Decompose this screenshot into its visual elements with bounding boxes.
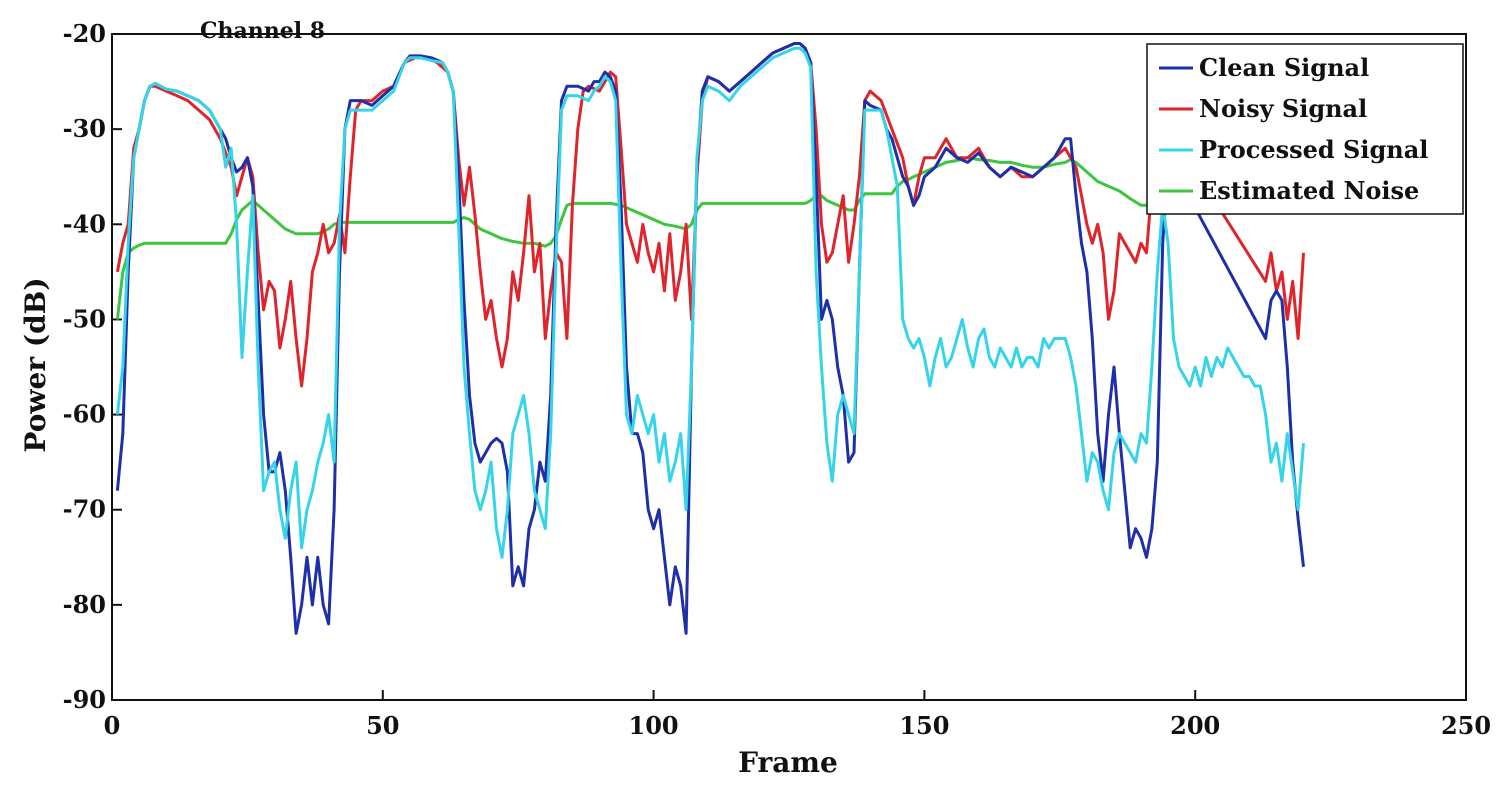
y-axis-title: Power (dB) <box>19 277 52 452</box>
legend-label: Noisy Signal <box>1199 94 1367 123</box>
x-tick-label: 50 <box>366 711 399 740</box>
y-tick-label: -20 <box>63 19 106 48</box>
legend-label: Clean Signal <box>1199 53 1369 82</box>
x-axis: 0 50 100 150 200 250 <box>104 690 1491 740</box>
y-tick-label: -60 <box>63 400 106 429</box>
x-tick-label: 250 <box>1441 711 1491 740</box>
y-axis: -90 -80 -70 -60 -50 -40 -30 -20 <box>63 19 122 714</box>
plot-area <box>111 33 1467 701</box>
y-tick-label: -70 <box>63 495 106 524</box>
y-tick-label: -30 <box>63 114 106 143</box>
series-layer <box>115 42 1305 635</box>
legend-label: Estimated Noise <box>1199 176 1419 205</box>
series-line-noisy-signal <box>115 42 1305 388</box>
x-tick-label: 200 <box>1170 711 1220 740</box>
legend-box <box>1146 43 1464 215</box>
y-tick-label: -80 <box>63 590 106 619</box>
x-tick-label: 0 <box>104 711 121 740</box>
series-line-clean-signal <box>115 42 1305 635</box>
legend-label: Processed Signal <box>1199 135 1428 164</box>
y-tick-label: -50 <box>63 304 106 333</box>
y-tick-label: -40 <box>63 209 106 238</box>
plot-border <box>111 33 1467 701</box>
legend: Clean Signal Noisy Signal Processed Signal… <box>1146 43 1464 215</box>
y-tick-label: -90 <box>63 685 106 714</box>
x-tick-label: 150 <box>899 711 949 740</box>
x-axis-title: Frame <box>738 746 838 779</box>
series-line-estimated-noise <box>115 156 1159 320</box>
chart-title: Channel 8 <box>200 18 325 44</box>
x-tick-label: 100 <box>629 711 679 740</box>
series-line-processed-signal <box>115 46 1305 559</box>
